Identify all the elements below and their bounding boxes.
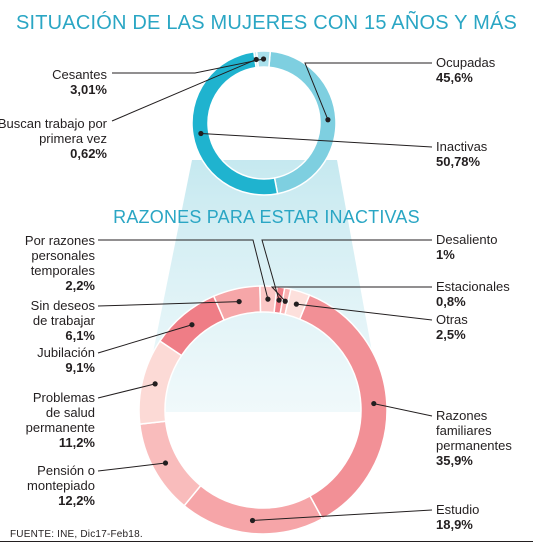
leader-cesantes <box>112 58 264 74</box>
slice-label: Buscan trabajo por primera vez <box>0 116 107 146</box>
leader-razones-familiares <box>373 403 433 417</box>
slice-label: Razones familiares permanentes <box>436 408 512 453</box>
label-desaliento: Desaliento 1% <box>436 232 497 262</box>
chart-title-razones: RAZONES PARA ESTAR INACTIVAS <box>113 207 420 227</box>
leader-estudio-dot <box>249 517 256 524</box>
chart-title-situacion: SITUACIÓN DE LAS MUJERES CON 15 AÑOS Y M… <box>15 12 518 34</box>
leader-problemas-salud <box>97 383 156 399</box>
slice-label: Estacionales <box>436 279 510 294</box>
leader-otras <box>296 303 433 321</box>
slice-label: Problemas de salud permanente <box>25 390 95 435</box>
slice-value: 2,5% <box>436 327 466 342</box>
label-estacionales: Estacionales 0,8% <box>436 279 510 309</box>
slice-value: 45,6% <box>436 70 473 85</box>
leader-estudio <box>252 509 433 522</box>
slice-label: Sin deseos de trabajar <box>30 298 95 328</box>
leader-sin-deseos <box>97 301 240 307</box>
label-razones-familiares: Razones familiares permanentes 35,9% <box>436 408 531 468</box>
slice-pensión-o-montepiado <box>138 420 202 507</box>
label-pension: Pensión o montepiado 12,2% <box>15 463 95 508</box>
slice-value: 11,2% <box>58 435 95 450</box>
leader-desaliento <box>261 239 432 301</box>
slice-value: 9,1% <box>65 360 95 375</box>
label-inactivas: Inactivas 50,78% <box>436 139 487 169</box>
leader-jubilacion <box>97 324 193 354</box>
label-razones-personales: Por razones personales temporales 2,2% <box>5 233 95 293</box>
leader-razones-personales <box>98 239 269 300</box>
leader-inactivas <box>200 133 433 148</box>
label-estudio: Estudio 18,9% <box>436 502 479 532</box>
slice-value: 2,2% <box>65 278 95 293</box>
label-cesantes: Cesantes 3,01% <box>7 67 107 97</box>
label-problemas-salud: Problemas de salud permanente 11,2% <box>15 390 95 450</box>
slice-value: 50,78% <box>436 154 481 169</box>
slice-label: Cesantes <box>52 67 107 82</box>
slice-value: 12,2% <box>58 493 95 508</box>
leader-inactivas-dot <box>198 130 204 137</box>
slice-label: Ocupadas <box>436 55 496 70</box>
slice-label: Pensión o montepiado <box>27 463 95 493</box>
slice-value: 0,8% <box>436 294 466 309</box>
slice-label: Estudio <box>436 502 480 517</box>
slice-label: Jubilación <box>37 345 95 360</box>
slice-label: Por razones personales temporales <box>24 233 95 278</box>
label-jubilacion: Jubilación 9,1% <box>5 345 95 375</box>
label-sin-deseos: Sin deseos de trabajar 6,1% <box>19 298 95 343</box>
source-divider <box>0 541 533 542</box>
slice-value: 0,62% <box>70 146 107 161</box>
leader-buscan-trabajo <box>111 59 257 122</box>
leader-estacionales <box>270 286 432 302</box>
leader-lines <box>97 56 433 524</box>
slice-label: Otras <box>436 312 468 327</box>
label-buscan-trabajo: Buscan trabajo por primera vez 0,62% <box>0 116 107 161</box>
slice-value: 3,01% <box>70 82 107 97</box>
slice-label: Desaliento <box>436 232 498 247</box>
slice-label: Inactivas <box>436 139 488 154</box>
slice-value: 35,9% <box>436 453 473 468</box>
label-ocupadas: Ocupadas 45,6% <box>436 55 495 85</box>
label-otras: Otras 2,5% <box>436 312 468 342</box>
leader-ocupadas <box>304 62 432 120</box>
slice-value: 6,1% <box>65 328 95 343</box>
slice-estudio <box>183 484 324 535</box>
slice-value: 18,9% <box>436 517 473 532</box>
source-note: FUENTE: INE, Dic17-Feb18. <box>10 529 143 540</box>
slice-value: 1% <box>436 247 455 262</box>
leader-pension <box>97 462 166 472</box>
